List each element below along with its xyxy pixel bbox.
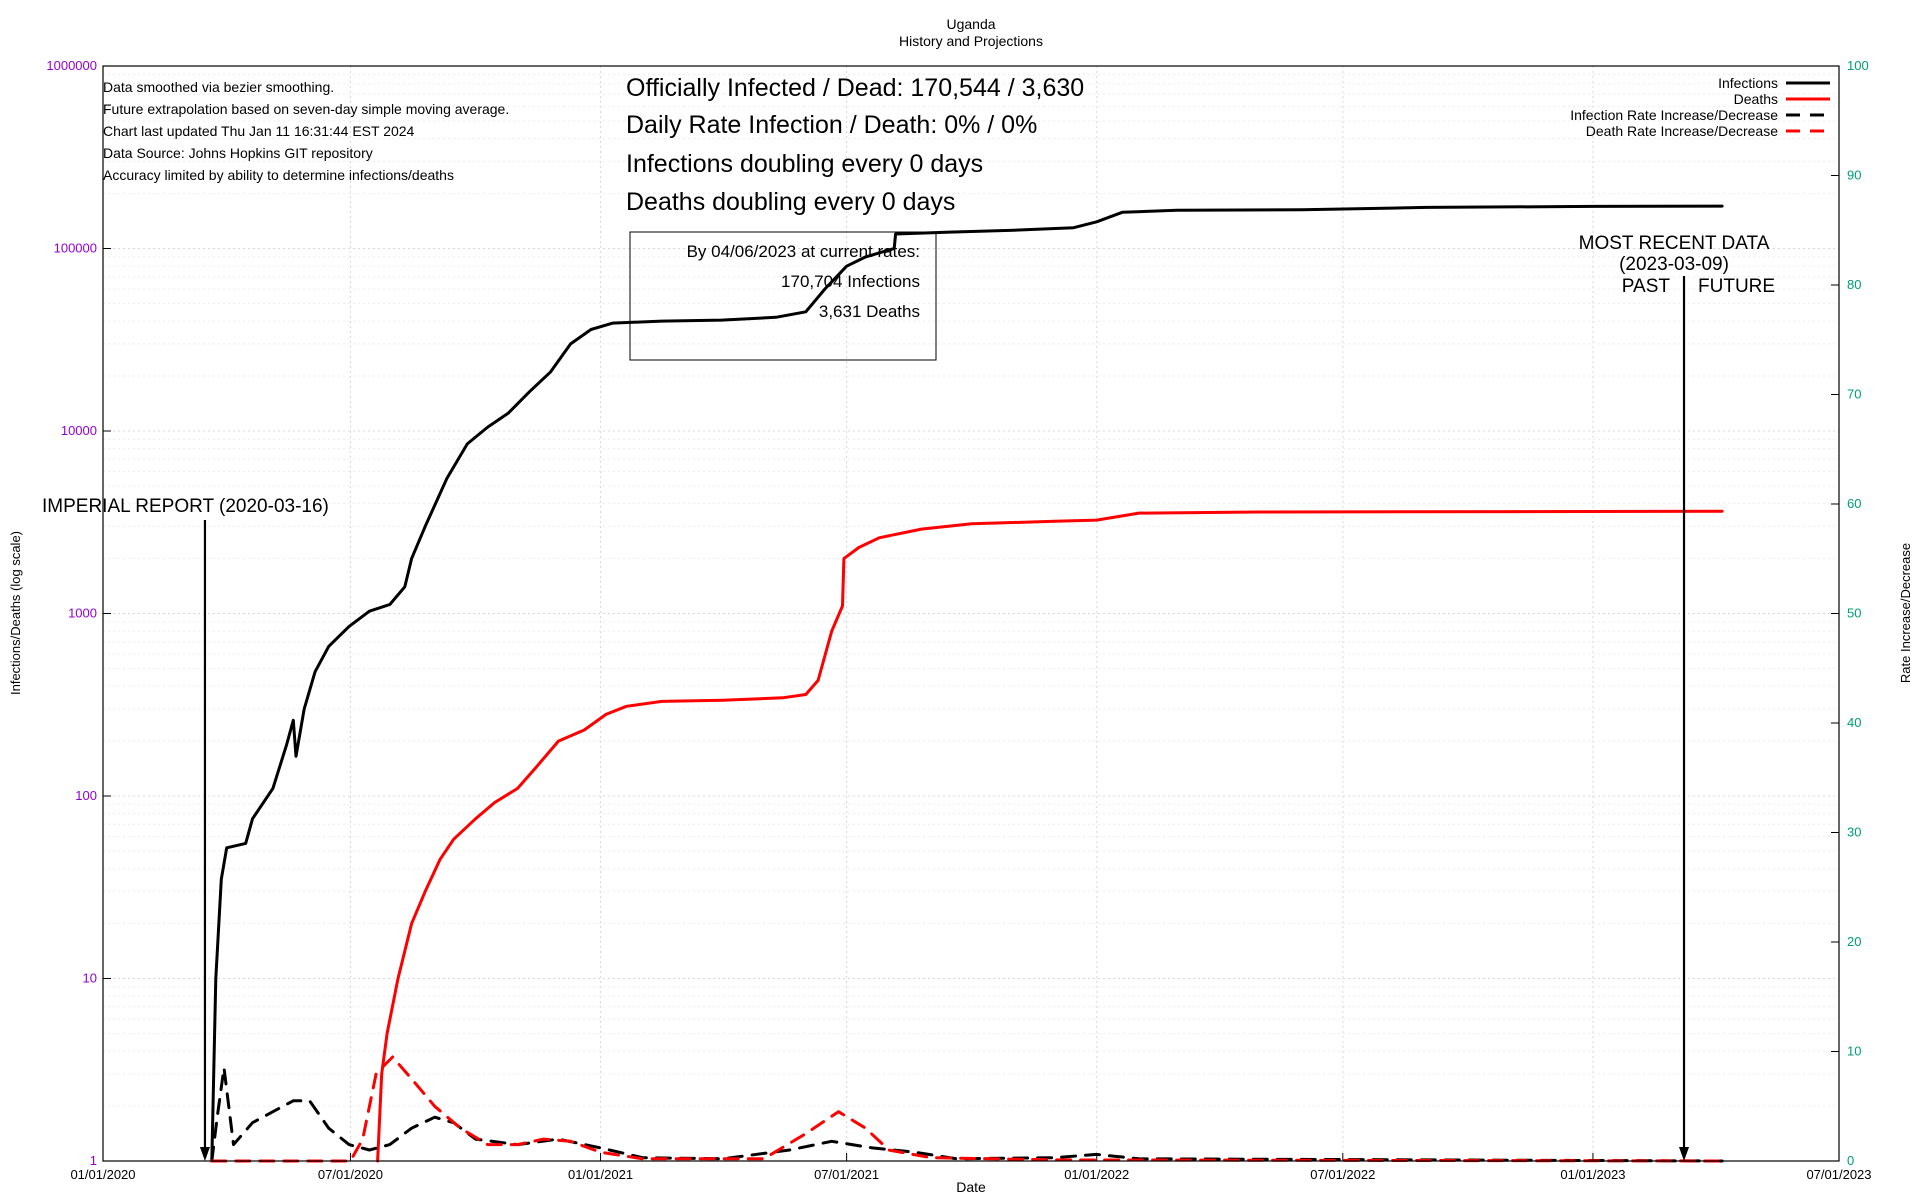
most-recent-annotation: MOST RECENT DATA (2023-03-09) PAST FUTUR…: [1579, 233, 1775, 1161]
imperial-report-arrowhead: [199, 1147, 210, 1161]
note-line: Accuracy limited by ability to determine…: [103, 167, 454, 183]
projection-line: 170,704 Infections: [781, 272, 920, 291]
y-tick-label: 1000000: [46, 58, 97, 73]
y-axis-label: Infections/Deaths (log scale): [8, 531, 23, 695]
chart-title: Uganda: [946, 16, 995, 32]
projection-box-frame: [629, 231, 937, 361]
y2-tick-label: 90: [1847, 168, 1861, 183]
x-tick-label: 01/01/2023: [1560, 1167, 1625, 1182]
legend-label: Infection Rate Increase/Decrease: [1570, 107, 1778, 123]
y2-tick-label: 100: [1847, 58, 1869, 73]
note-line: Future extrapolation based on seven-day …: [103, 101, 509, 117]
x-tick-label: 01/01/2020: [70, 1167, 135, 1182]
series-layer: [210, 204, 1724, 1163]
y-tick-label: 100000: [54, 241, 97, 256]
projection-line: By 04/06/2023 at current rates:: [687, 242, 920, 261]
infections-line: [210, 204, 1724, 1163]
grid: [102, 65, 1840, 1162]
y-tick-label: 100: [75, 788, 97, 803]
note-line: Data smoothed via bezier smoothing.: [103, 79, 334, 95]
y2-tick-label: 40: [1847, 715, 1861, 730]
projection-line: 3,631 Deaths: [819, 302, 920, 321]
chart-subtitle: History and Projections: [899, 33, 1043, 49]
most-recent-arrowhead: [1679, 1147, 1690, 1161]
y2-tick-label: 0: [1847, 1153, 1854, 1168]
y2-tick-label: 50: [1847, 606, 1861, 621]
x-tick-label: 07/01/2021: [814, 1167, 879, 1182]
note-line: Data Source: Johns Hopkins GIT repositor…: [103, 145, 373, 161]
y2-tick-label: 80: [1847, 277, 1861, 292]
y2-tick-label: 20: [1847, 934, 1861, 949]
x-tick-label: 07/01/2020: [318, 1167, 383, 1182]
y-tick-label: 1000: [68, 606, 97, 621]
future-label: FUTURE: [1698, 276, 1775, 297]
y2-tick-label: 70: [1847, 387, 1861, 402]
x-ticks: 01/01/2020 07/01/2020 01/01/2021 07/01/2021…: [70, 1153, 1872, 1182]
infection-rate-increase-decrease-line: [210, 1066, 1724, 1163]
legend-label: Death Rate Increase/Decrease: [1586, 123, 1778, 139]
most-recent-date: (2023-03-09): [1619, 254, 1729, 275]
x-tick-label: 07/01/2022: [1310, 1167, 1375, 1182]
y-ticks-right: 0 10 20 30 40 50 60 70 80 90 100: [1831, 58, 1869, 1168]
y-tick-label: 1: [90, 1153, 97, 1168]
most-recent-label: MOST RECENT DATA: [1579, 233, 1770, 254]
x-axis-label: Date: [956, 1179, 986, 1195]
y2-axis-label: Rate Increase/Decrease: [1898, 543, 1913, 683]
headline-line: Infections doubling every 0 days: [626, 150, 983, 178]
imperial-report-annotation: IMPERIAL REPORT (2020-03-16): [42, 496, 329, 1161]
y-tick-label: 10: [83, 971, 97, 986]
headline-block: Officially Infected / Dead: 170,544 / 3,…: [626, 74, 1084, 216]
notes-block: Data smoothed via bezier smoothing. Futu…: [103, 79, 509, 183]
legend-label: Infections: [1718, 75, 1778, 91]
x-tick-label: 01/01/2021: [568, 1167, 633, 1182]
death-rate-increase-decrease-line: [210, 1055, 1724, 1163]
projection-box: By 04/06/2023 at current rates: 170,704 …: [629, 231, 937, 361]
headline-line: Officially Infected / Dead: 170,544 / 3,…: [626, 74, 1084, 102]
x-tick-label: 07/01/2023: [1806, 1167, 1871, 1182]
y2-tick-label: 60: [1847, 496, 1861, 511]
deaths-line: [376, 509, 1724, 1163]
y2-tick-label: 10: [1847, 1044, 1861, 1059]
x-tick-label: 01/01/2022: [1064, 1167, 1129, 1182]
y-ticks-left: 1 10 100 1000 10000 100000 1000000: [46, 58, 111, 1168]
headline-line: Daily Rate Infection / Death: 0% / 0%: [626, 111, 1037, 139]
note-line: Chart last updated Thu Jan 11 16:31:44 E…: [103, 123, 415, 139]
y2-tick-label: 30: [1847, 825, 1861, 840]
imperial-report-label: IMPERIAL REPORT (2020-03-16): [42, 496, 329, 517]
past-label: PAST: [1622, 276, 1671, 297]
legend-label: Deaths: [1734, 91, 1778, 107]
headline-line: Deaths doubling every 0 days: [626, 188, 955, 216]
y-tick-label: 10000: [61, 423, 97, 438]
